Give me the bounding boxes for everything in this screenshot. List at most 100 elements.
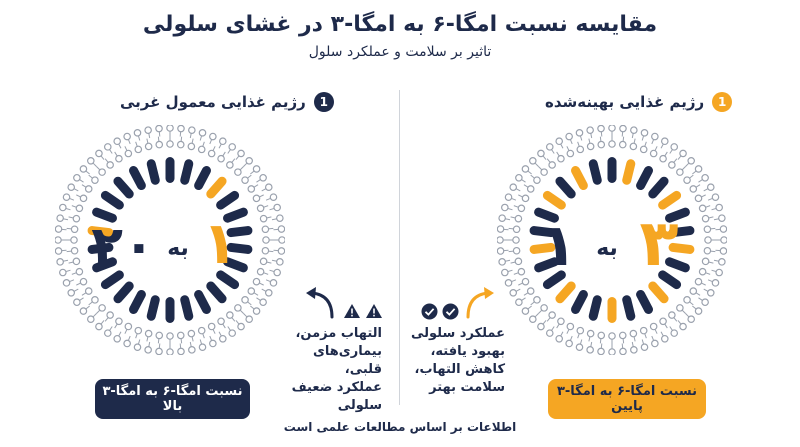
lipid-tail	[88, 301, 93, 306]
check-circle-icon	[421, 303, 438, 320]
lipid-tail	[633, 138, 636, 144]
lipid-head	[715, 268, 723, 277]
lipid-head	[719, 225, 727, 233]
left-effect-line: سلولی	[337, 398, 382, 413]
omega-6-fatty-acid	[92, 207, 117, 223]
lipid-tail	[588, 336, 591, 342]
lipid-tail	[700, 194, 706, 198]
omega-3-fatty-acid	[555, 281, 576, 304]
lipid-tail	[263, 272, 269, 275]
lipid-head	[497, 247, 505, 255]
lipid-tail	[76, 194, 82, 198]
lipid-head	[608, 348, 616, 355]
lipid-tail	[523, 184, 529, 188]
lipid-head	[651, 132, 659, 141]
right-ratio-numerator: ۳	[639, 207, 678, 281]
lipid-head	[144, 126, 152, 134]
omega-6-fatty-acid	[129, 289, 146, 315]
lipid-head	[566, 322, 575, 331]
lipid-head	[703, 246, 712, 255]
lipid-tail	[677, 155, 682, 160]
lipid-tail	[68, 216, 74, 219]
lipid-tail	[685, 162, 690, 167]
lipid-head	[245, 315, 253, 323]
lipid-tail	[631, 132, 634, 139]
lipid-tail	[530, 174, 535, 179]
lipid-head	[103, 143, 112, 151]
lipid-tail	[157, 338, 160, 344]
warning-triangle-icon	[366, 304, 382, 318]
lipid-head	[521, 277, 530, 286]
lipid-head	[91, 176, 99, 184]
lipid-head	[694, 277, 703, 286]
omega-6-fatty-acid	[571, 289, 588, 315]
lipid-head	[501, 203, 509, 212]
lipid-head	[123, 132, 131, 141]
lipid-tail	[556, 151, 560, 157]
lipid-head	[133, 129, 142, 137]
lipid-tail	[247, 174, 252, 179]
lipid-head	[694, 165, 703, 173]
lipid-tail	[258, 194, 264, 198]
omega-6-fatty-acid	[206, 281, 227, 304]
lipid-head	[278, 236, 285, 244]
lipid-head	[197, 145, 206, 154]
lipid-tail	[689, 174, 694, 179]
lipid-tail	[68, 261, 74, 264]
lipid-tail	[511, 279, 517, 283]
lipid-head	[557, 154, 565, 163]
lipid-head	[106, 161, 114, 169]
lipid-tail	[265, 279, 271, 283]
lipid-head	[269, 279, 278, 287]
lipid-head	[217, 317, 225, 326]
right-effect-line: عملکرد سلولی	[410, 326, 505, 341]
lipid-head	[256, 204, 265, 213]
lipid-head	[651, 339, 659, 348]
lipid-tail	[218, 331, 222, 337]
lipid-head	[619, 347, 627, 355]
lipid-head	[207, 149, 216, 158]
lipid-head	[529, 157, 537, 165]
left-effect-line: التهاب مزمن،	[295, 326, 382, 341]
lipid-tail	[673, 158, 678, 163]
lipid-head	[529, 315, 537, 323]
check-circle-icon	[442, 303, 459, 320]
lipid-tail	[713, 218, 720, 221]
lipid-tail	[677, 320, 682, 325]
lipid-tail	[692, 305, 697, 310]
lipid-head	[660, 137, 669, 146]
lipid-tail	[508, 227, 514, 230]
lipid-tail	[258, 282, 264, 286]
lipid-tail	[707, 197, 713, 201]
lipid-tail	[114, 323, 118, 329]
lipid-head	[540, 168, 548, 176]
lipid-tail	[579, 135, 583, 141]
lipid-head	[640, 129, 649, 137]
lipid-tail	[146, 138, 149, 144]
lipid-head	[252, 277, 261, 286]
lipid-tail	[569, 139, 573, 145]
lipid-head	[176, 331, 185, 340]
lipid-tail	[507, 207, 513, 211]
omega-6-fatty-acid	[216, 190, 240, 210]
lipid-tail	[590, 132, 593, 139]
lipid-tail	[654, 146, 658, 152]
lipid-head	[234, 168, 242, 176]
lipid-tail	[191, 336, 194, 342]
lipid-head	[555, 137, 564, 146]
lipid-head	[660, 334, 669, 343]
page-subtitle: تاثیر بر سلامت و عملکرد سلول	[308, 44, 492, 60]
lipid-tail	[518, 282, 524, 286]
lipid-head	[70, 225, 79, 234]
lipid-head	[113, 334, 122, 343]
lipid-head	[537, 322, 545, 331]
lipid-head	[72, 214, 81, 223]
lipid-head	[177, 347, 185, 355]
lipid-head	[95, 149, 103, 158]
lipid-tail	[256, 297, 261, 301]
lipid-head	[586, 126, 594, 134]
omega-3-fatty-acid	[668, 242, 695, 254]
lipid-tail	[189, 341, 192, 348]
lipid-tail	[695, 292, 701, 296]
lipid-tail	[189, 132, 192, 139]
